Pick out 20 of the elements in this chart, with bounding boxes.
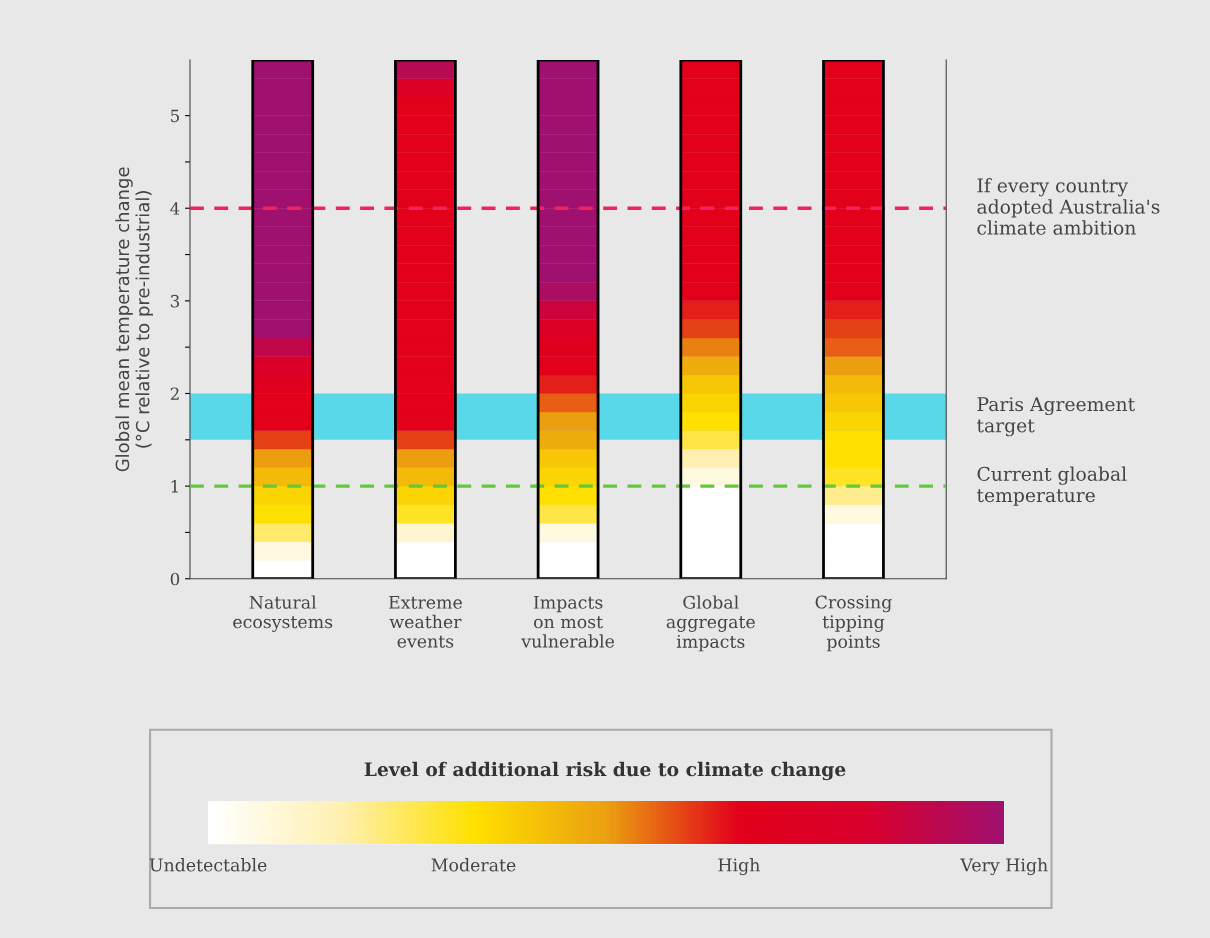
color-bar-label: High — [718, 858, 760, 876]
x-tick-label: Natural ecosystems — [233, 595, 333, 632]
x-tick-label: Global aggregate impacts — [666, 595, 755, 652]
color-bar-label: Moderate — [431, 858, 516, 872]
color-bar-label: Very High — [960, 858, 1048, 876]
color-bar-label: Undetectable — [149, 858, 267, 872]
ref-line-label: If every country adopted Australia's climate ambition — [977, 178, 1160, 235]
x-tick-label: Crossing tipping points — [815, 595, 892, 652]
x-tick-label: Extreme weather events — [388, 595, 462, 648]
band-label: Paris Agreement target — [977, 397, 1135, 437]
y-axis-title: Global mean temperature change (°C relative to pre-industrial) — [115, 167, 153, 472]
y-tick-label: 1 — [171, 480, 178, 493]
y-tick-label: 3 — [170, 294, 180, 308]
color-bar-title: Level of additional risk due to climate change — [364, 761, 846, 781]
x-tick-label: Impacts on most vulnerable — [521, 595, 615, 648]
y-tick-label: 2 — [170, 387, 179, 400]
ref-line-label: Current gloabal temperature — [977, 466, 1127, 506]
y-tick-label: 5 — [171, 109, 179, 123]
y-tick-label: 0 — [170, 572, 180, 586]
y-tick-label: 4 — [170, 202, 180, 215]
